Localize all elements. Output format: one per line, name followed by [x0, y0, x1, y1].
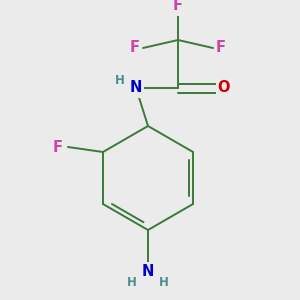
Text: N: N [142, 265, 154, 280]
Text: H: H [159, 275, 169, 289]
Text: O: O [218, 80, 230, 95]
Text: H: H [115, 74, 125, 86]
Text: N: N [130, 80, 142, 95]
Text: F: F [53, 140, 63, 154]
Text: H: H [127, 275, 137, 289]
Text: F: F [173, 0, 183, 14]
Text: F: F [130, 40, 140, 56]
Text: F: F [216, 40, 226, 56]
